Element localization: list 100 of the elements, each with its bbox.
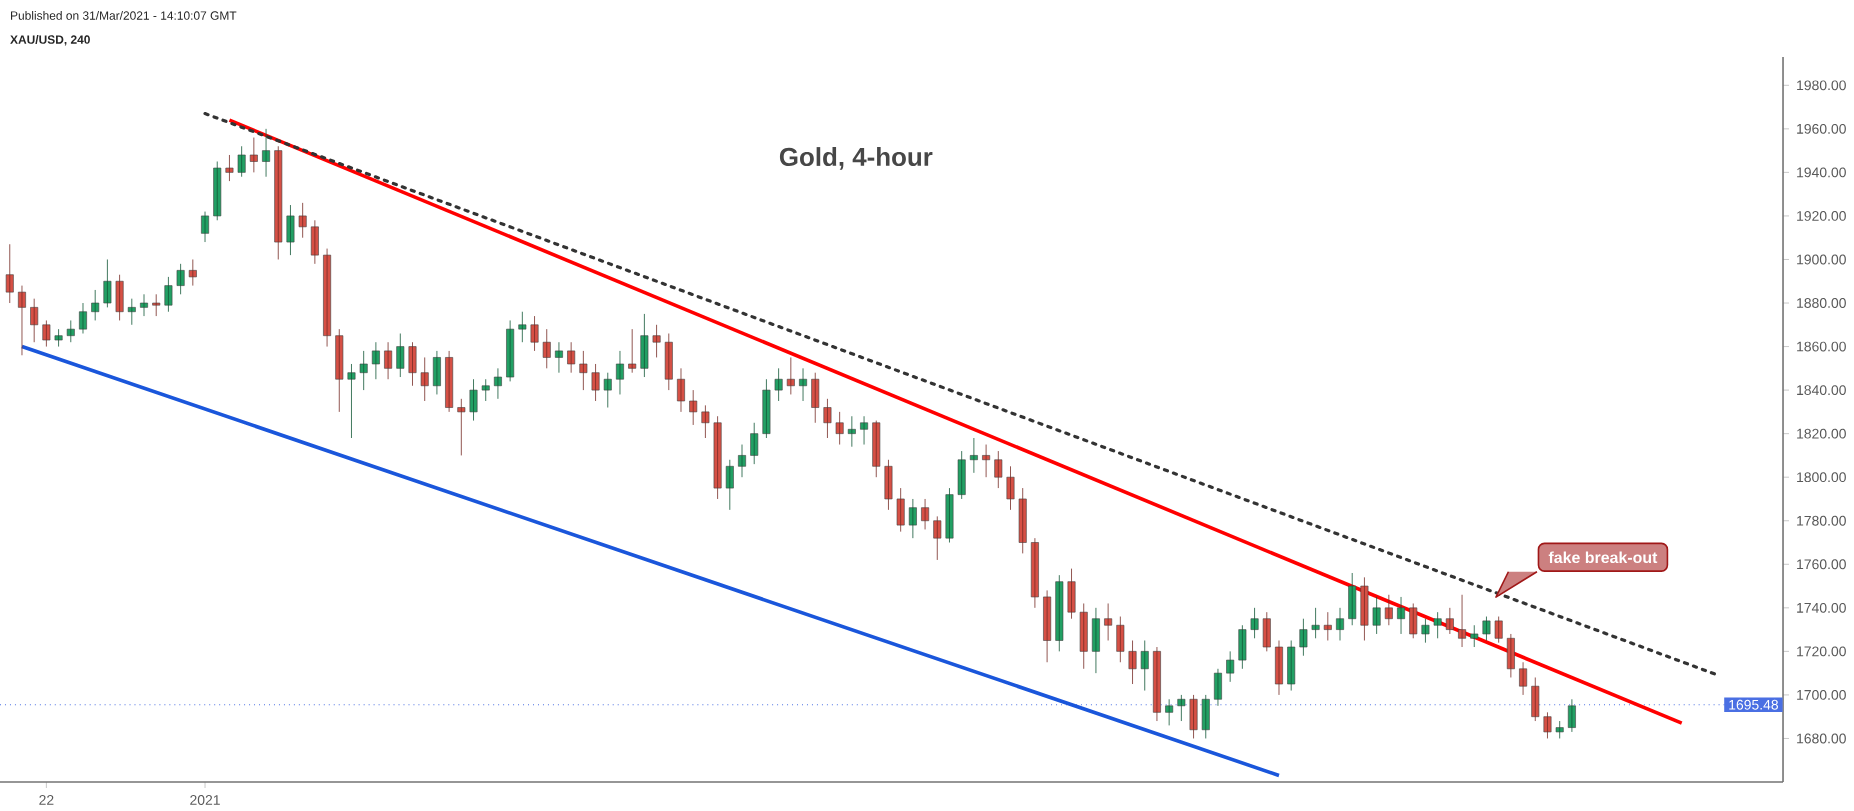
candlestick — [1177, 694, 1186, 722]
y-tick-label: 1820.00 — [1797, 428, 1846, 439]
candlestick — [1409, 603, 1418, 639]
candlestick — [115, 274, 124, 321]
candlestick — [640, 313, 649, 378]
candlestick — [164, 276, 173, 313]
candlestick — [249, 137, 258, 173]
candlestick — [1189, 694, 1198, 739]
candlestick — [1384, 594, 1393, 626]
candlestick — [652, 324, 661, 358]
y-tick-label: 1800.00 — [1797, 472, 1846, 483]
candlestick — [1531, 677, 1540, 722]
y-tick-label: 1780.00 — [1797, 515, 1846, 526]
candlestick — [396, 333, 405, 378]
candlestick — [481, 378, 490, 402]
y-tick-label: 1720.00 — [1797, 646, 1846, 657]
candlestick — [1140, 640, 1149, 691]
candlestick — [1250, 607, 1259, 639]
candlestick — [884, 459, 893, 511]
candlestick — [542, 328, 551, 369]
x-tick-label: 2021 — [190, 795, 220, 805]
candlestick — [1128, 640, 1137, 685]
candlestick — [1555, 720, 1564, 739]
candlestick — [103, 259, 112, 308]
candlestick — [1287, 640, 1296, 691]
candlestick — [237, 145, 246, 178]
candlestick — [994, 450, 1003, 489]
ref-line-label: 1695.48 — [1729, 699, 1779, 710]
candlestick — [1323, 611, 1332, 641]
candlestick — [1006, 465, 1015, 511]
candlestick — [896, 487, 905, 533]
candlestick — [457, 398, 466, 456]
candlestick — [140, 293, 148, 317]
candlestick — [530, 315, 539, 352]
y-tick-label: 1940.00 — [1797, 167, 1846, 178]
x-tick-label: 22 — [39, 795, 54, 805]
candlestick — [1067, 568, 1076, 620]
candlestick — [1018, 487, 1027, 554]
candlestick — [603, 372, 612, 408]
candlestick — [945, 487, 954, 543]
candlestick — [225, 154, 234, 182]
candlestick — [1445, 607, 1454, 635]
candlestick — [286, 204, 295, 256]
candlestick — [713, 415, 722, 500]
y-tick-label: 1860.00 — [1797, 341, 1846, 352]
candlestick — [420, 357, 429, 402]
candlestick — [335, 328, 344, 413]
candlestick — [1433, 611, 1442, 639]
candlestick — [1543, 711, 1552, 739]
text: Published on 31/Mar/2021 - 14:10:07 GMT — [11, 11, 237, 20]
candlestick — [847, 415, 856, 448]
candlestick — [42, 320, 51, 347]
candlestick — [1238, 624, 1247, 670]
candlestick — [957, 450, 966, 500]
candlestick — [579, 350, 588, 391]
y-tick-label: 1700.00 — [1797, 690, 1846, 700]
candlestick — [1165, 698, 1174, 726]
candlestick — [188, 259, 197, 286]
candlestick — [835, 411, 844, 445]
candlestick — [1311, 607, 1320, 639]
candlestick — [518, 311, 527, 343]
candlestick — [176, 263, 185, 295]
candlestick — [127, 298, 136, 326]
candlestick — [1226, 650, 1235, 683]
candlestick — [347, 363, 356, 439]
candlestick — [701, 404, 710, 439]
y-tick-label: 1840.00 — [1797, 385, 1846, 396]
candlestick — [1360, 576, 1369, 641]
candlestick — [811, 372, 820, 424]
candlestick — [1299, 618, 1308, 657]
candlestick — [689, 389, 698, 426]
candlestick — [1262, 611, 1271, 652]
candlestick — [664, 333, 673, 391]
candlestick — [298, 202, 307, 239]
candlestick — [1494, 616, 1503, 644]
candlestick — [1201, 694, 1210, 739]
candlestick — [1348, 572, 1357, 626]
y-tick-label: 1680.00 — [1797, 733, 1846, 744]
y-tick-label: 1900.00 — [1797, 254, 1846, 265]
y-tick-label: 1760.00 — [1797, 559, 1846, 570]
candlestick — [750, 422, 759, 465]
candlestick — [1116, 616, 1125, 663]
candlestick — [408, 341, 417, 387]
candlestick — [359, 350, 368, 391]
y-tick-label: 1920.00 — [1797, 211, 1846, 221]
candlestick — [5, 243, 14, 304]
candlestick — [628, 328, 637, 374]
candlestick — [1079, 603, 1088, 670]
candlestick — [1470, 624, 1479, 648]
candlestick — [274, 145, 283, 260]
candlestick — [1372, 596, 1381, 635]
candlestick — [872, 420, 881, 478]
candlestick — [469, 378, 478, 421]
chart-subtitle: XAU/USD, 240 — [10, 35, 90, 46]
candlestick — [774, 367, 783, 402]
candlestick — [152, 293, 161, 317]
candlestick — [1482, 616, 1491, 641]
candlestick — [54, 328, 63, 347]
y-tick-label: 1960.00 — [1797, 123, 1846, 134]
candlestick — [66, 320, 75, 343]
